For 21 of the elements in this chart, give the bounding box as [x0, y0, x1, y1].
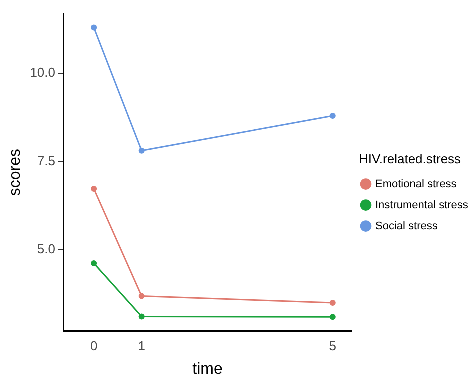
y-axis-title: scores	[7, 149, 24, 196]
legend-label: Emotional stress	[376, 178, 458, 190]
point	[138, 314, 145, 320]
x-tick-label: 1	[138, 338, 146, 354]
point	[138, 293, 145, 300]
legend-title: HIV.related.stress	[358, 151, 462, 166]
y-tick-label: 5.0	[37, 242, 56, 257]
legend-label: Instrumental stress	[376, 199, 469, 212]
x-tick-label: 0	[90, 338, 98, 354]
x-axis-title: time	[192, 360, 223, 378]
point	[91, 24, 98, 31]
y-tick-label: 7.5	[37, 153, 56, 168]
point	[330, 112, 336, 119]
legend-label: Social stress	[376, 220, 438, 232]
point	[91, 186, 98, 192]
y-tick-label: 10.0	[30, 65, 56, 80]
point	[330, 300, 336, 306]
point	[330, 314, 336, 320]
point	[91, 260, 98, 266]
point	[138, 148, 145, 154]
x-tick-label: 5	[329, 338, 337, 354]
